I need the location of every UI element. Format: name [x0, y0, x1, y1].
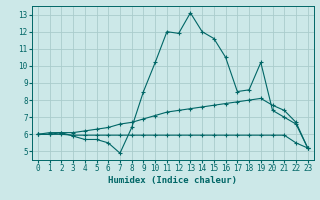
X-axis label: Humidex (Indice chaleur): Humidex (Indice chaleur) [108, 176, 237, 185]
